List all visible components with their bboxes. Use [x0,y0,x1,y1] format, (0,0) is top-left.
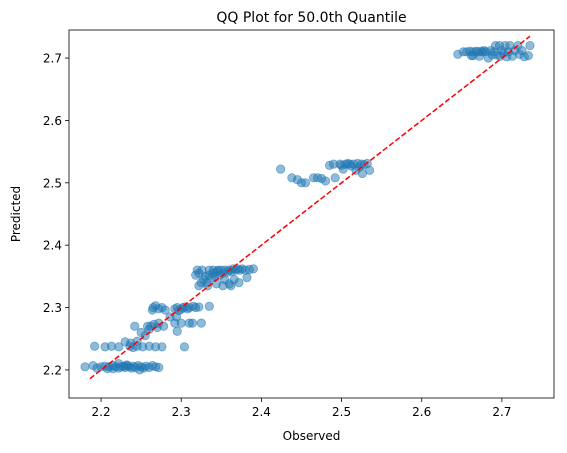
data-point [300,178,311,188]
plot-frame [68,29,555,399]
data-point [523,50,533,61]
x-tick-label: 2.3 [172,405,191,419]
data-point [80,362,90,372]
data-point [204,301,214,311]
data-points [80,40,535,375]
data-point [204,265,214,275]
x-tick-label: 2.5 [332,405,351,419]
data-point [114,359,124,369]
data-point [157,342,167,352]
y-tick-label: 2.5 [43,176,62,190]
data-point [468,50,478,61]
x-tick-label: 2.6 [412,405,431,419]
data-point [248,264,258,274]
data-point [276,164,286,174]
data-point [171,312,182,322]
y-tick-label: 2.4 [43,239,62,253]
chart-title: QQ Plot for 50.0th Quantile [216,10,406,26]
data-point [487,50,497,60]
data-point [242,273,252,283]
data-point [357,168,367,179]
plot-area [68,29,555,399]
data-point [122,360,132,370]
data-point [338,164,348,174]
data-point [191,270,201,280]
data-point [159,321,169,331]
data-point [154,362,164,373]
data-point [179,342,190,352]
y-axis: 2.2 2.3 2.4 2.5 2.6 2.7 [43,52,69,377]
x-tick-label: 2.2 [92,405,111,419]
data-point [213,265,223,275]
data-point [160,305,170,315]
data-point [187,318,198,328]
data-point [172,326,182,336]
data-point [130,321,140,331]
data-point [219,274,230,285]
y-tick-label: 2.7 [43,52,62,66]
data-point [330,173,340,183]
data-point [196,318,206,328]
y-tick-label: 2.6 [43,114,62,128]
x-tick-label: 2.7 [492,405,511,419]
y-tick-label: 2.2 [43,363,62,377]
data-point [226,281,236,291]
y-tick-label: 2.3 [43,301,62,315]
x-axis: 2.2 2.3 2.4 2.5 2.6 2.7 [92,398,511,419]
data-point [525,40,535,51]
data-point [320,176,331,186]
data-point [114,342,124,352]
x-axis-label: Observed [283,429,341,443]
data-point [134,365,145,375]
data-point [142,321,153,331]
data-point [90,341,100,351]
data-point [194,302,204,312]
reference-line [89,35,531,380]
y-axis-label: Predicted [9,186,23,242]
x-tick-label: 2.4 [252,405,271,419]
